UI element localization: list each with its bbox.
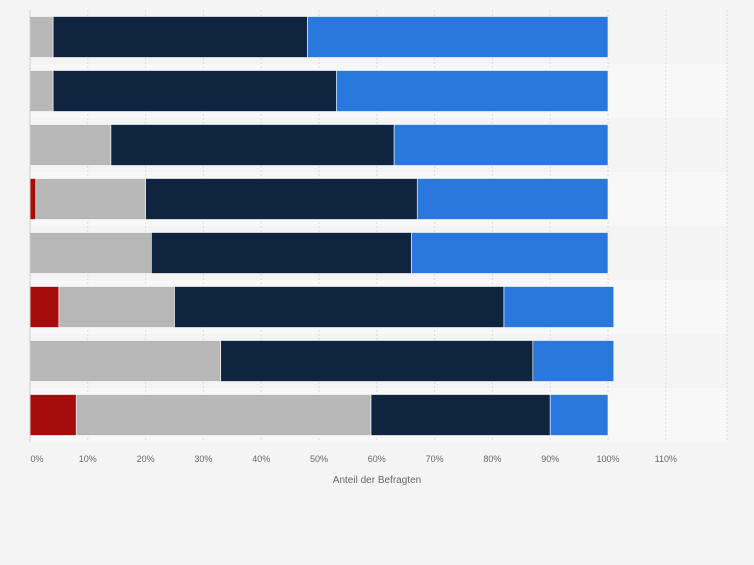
- bar-segment-series-4[interactable]: [307, 16, 609, 58]
- bar-segment-series-2[interactable]: [29, 340, 222, 382]
- bar-segment-series-3[interactable]: [52, 16, 308, 58]
- bar-segment-series-2[interactable]: [58, 286, 175, 328]
- bar-segment-series-3[interactable]: [220, 340, 534, 382]
- bar-segment-series-2[interactable]: [29, 124, 112, 166]
- x-tick-label: 30%: [194, 454, 212, 464]
- x-axis-label: Anteil der Befragten: [333, 475, 421, 486]
- x-tick-label: 100%: [596, 454, 619, 464]
- bar-segment-series-4[interactable]: [549, 394, 609, 436]
- bar-segment-series-3[interactable]: [110, 124, 395, 166]
- bar-segment-series-2[interactable]: [29, 16, 54, 58]
- x-tick-label: 80%: [483, 454, 501, 464]
- bar-segment-series-2[interactable]: [29, 70, 54, 112]
- bar-segment-series-4[interactable]: [411, 232, 609, 274]
- bar-segment-series-4[interactable]: [336, 70, 609, 112]
- bar-segment-series-4[interactable]: [532, 340, 615, 382]
- x-tick-label: 110%: [655, 454, 677, 464]
- x-tick-label: 90%: [541, 454, 559, 464]
- bar-segment-series-3[interactable]: [174, 286, 505, 328]
- bar-segment-series-3[interactable]: [52, 70, 337, 112]
- bar-segment-series-4[interactable]: [503, 286, 615, 328]
- x-tick-label: 70%: [426, 454, 444, 464]
- bar-segment-series-1[interactable]: [29, 394, 77, 436]
- x-tick-label: 0%: [30, 454, 43, 464]
- x-tick-label: 50%: [310, 454, 328, 464]
- bar-segment-series-3[interactable]: [151, 232, 412, 274]
- bar-segment-series-1[interactable]: [29, 286, 60, 328]
- bar-segment-series-4[interactable]: [416, 178, 609, 220]
- x-tick-label: 20%: [137, 454, 155, 464]
- bar-segment-series-2[interactable]: [75, 394, 372, 436]
- bar-segment-series-1[interactable]: [29, 178, 37, 220]
- x-tick-label: 60%: [368, 454, 386, 464]
- bar-segment-series-2[interactable]: [35, 178, 146, 220]
- x-tick-label: 40%: [252, 454, 270, 464]
- bar-segment-series-4[interactable]: [393, 124, 609, 166]
- x-tick-label: 10%: [79, 454, 97, 464]
- bar-segment-series-2[interactable]: [29, 232, 152, 274]
- bar-segment-series-3[interactable]: [145, 178, 418, 220]
- bar-segment-series-3[interactable]: [370, 394, 551, 436]
